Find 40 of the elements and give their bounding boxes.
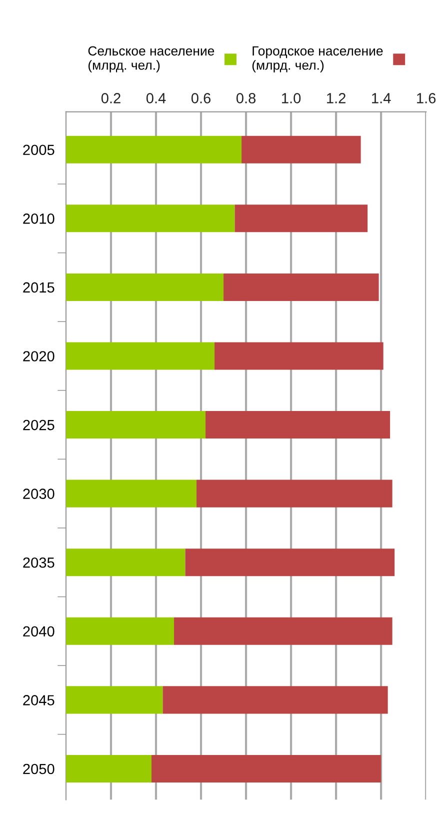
bar bbox=[66, 411, 206, 439]
bar bbox=[242, 136, 361, 164]
bar bbox=[152, 754, 382, 782]
bar bbox=[162, 686, 388, 714]
bar bbox=[234, 204, 368, 232]
bar bbox=[66, 480, 197, 508]
bar bbox=[66, 204, 235, 232]
legend-label: Сельское население (млрд. чел.) bbox=[88, 46, 214, 72]
y-tick-label: 2040 bbox=[23, 626, 54, 637]
x-tick-label: 0.4 bbox=[146, 93, 166, 104]
bar bbox=[214, 342, 384, 370]
y-tick-label: 2020 bbox=[23, 351, 54, 362]
bar bbox=[66, 617, 174, 645]
x-tick-label: 0.2 bbox=[101, 93, 120, 104]
x-tick-label: 1.4 bbox=[372, 93, 391, 104]
y-tick-label: 2050 bbox=[23, 764, 54, 774]
bar bbox=[66, 686, 163, 714]
x-tick-label: 0.6 bbox=[191, 93, 211, 104]
x-tick-label: 1.6 bbox=[417, 93, 436, 104]
y-tick-label: 2045 bbox=[23, 695, 54, 706]
bar bbox=[185, 548, 395, 576]
bar bbox=[66, 273, 224, 301]
bar bbox=[196, 480, 392, 508]
bar bbox=[66, 136, 242, 164]
bar bbox=[224, 273, 379, 301]
x-tick-label: 1.2 bbox=[327, 93, 346, 104]
x-tick-label: 0.8 bbox=[236, 93, 256, 104]
y-tick-label: 2035 bbox=[23, 557, 54, 568]
bar bbox=[206, 411, 390, 439]
y-tick-label: 2030 bbox=[23, 488, 54, 499]
bar bbox=[66, 342, 215, 370]
bar bbox=[174, 617, 392, 645]
legend-label: Городское население (млрд. чел.) bbox=[252, 46, 383, 72]
bar bbox=[66, 754, 152, 782]
text: 1.0 bbox=[282, 93, 301, 104]
bar bbox=[66, 548, 186, 576]
y-tick-label: 2010 bbox=[23, 214, 54, 224]
y-tick-label: 2015 bbox=[23, 282, 54, 293]
y-tick-label: 2005 bbox=[23, 144, 54, 156]
y-tick-label: 2025 bbox=[23, 420, 54, 430]
